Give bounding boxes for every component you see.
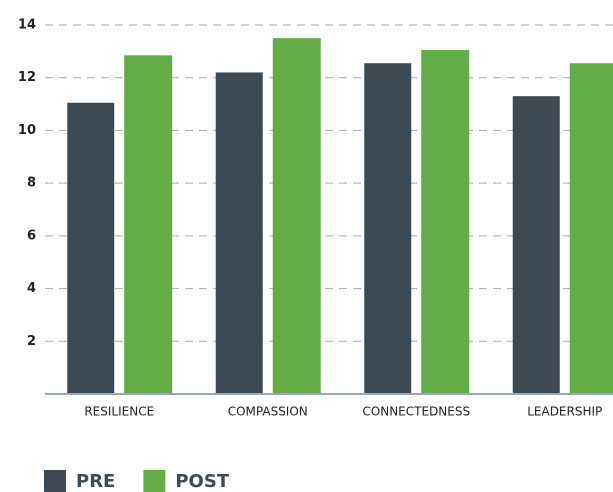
y-tick-label: 2 <box>27 334 36 349</box>
bar <box>124 55 173 394</box>
legend-swatch <box>44 470 66 492</box>
bar <box>421 50 470 395</box>
y-tick-label: 14 <box>18 18 36 33</box>
legend-label: POST <box>175 471 229 492</box>
bar <box>569 63 613 394</box>
y-tick-label: 4 <box>27 281 36 296</box>
bar <box>364 63 412 394</box>
x-tick-label: CONNECTEDNESS <box>362 405 470 419</box>
legend-label: PRE <box>76 471 115 492</box>
legend-swatch <box>143 470 166 492</box>
y-tick-label: 10 <box>18 123 36 138</box>
x-tick-label: COMPASSION <box>228 405 308 419</box>
x-tick-label: LEADERSHIP <box>527 405 602 419</box>
bar <box>215 72 263 394</box>
y-tick-label: 6 <box>27 228 36 243</box>
x-tick-label: RESILIENCE <box>84 405 154 419</box>
y-tick-label: 8 <box>27 176 36 191</box>
bar <box>67 102 115 394</box>
bar <box>512 96 560 395</box>
y-tick-label: 12 <box>18 70 36 85</box>
bar <box>272 38 321 395</box>
